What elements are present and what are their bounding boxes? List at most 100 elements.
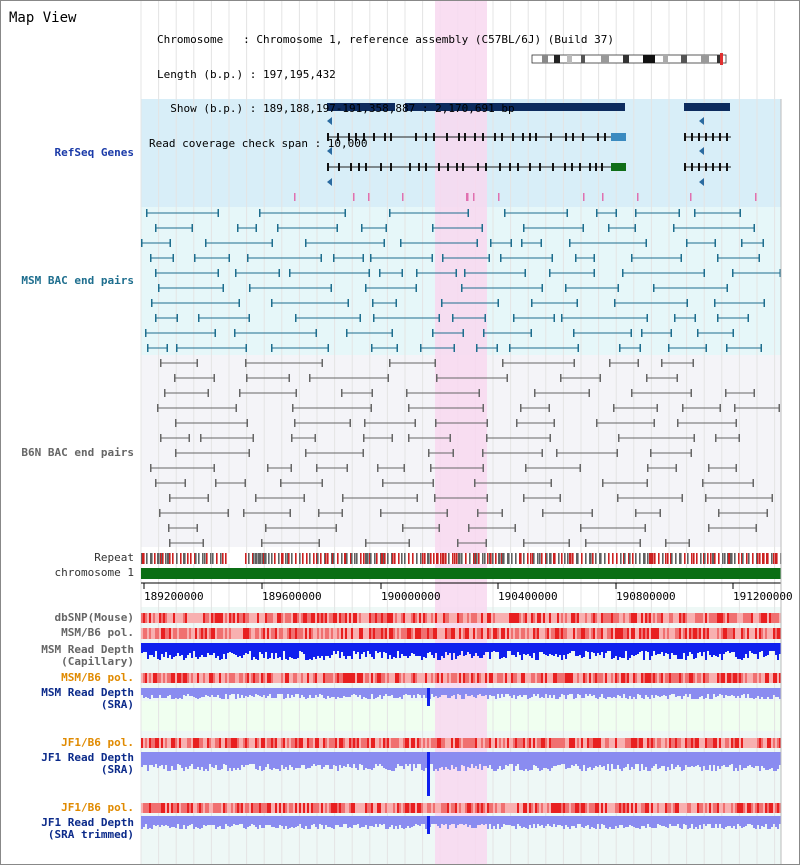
read-depth-bar	[329, 816, 331, 827]
polymorphism-bar	[531, 803, 533, 813]
read-depth-bar	[499, 643, 501, 659]
polymorphism-bar	[287, 673, 289, 683]
read-depth-bar	[381, 643, 383, 658]
read-depth-bar	[775, 752, 777, 771]
read-depth-bar	[487, 816, 489, 829]
read-depth-bar	[705, 643, 707, 660]
read-depth-bar	[523, 643, 525, 654]
polymorphism-bar	[219, 613, 221, 623]
polymorphism-bar	[141, 738, 143, 748]
polymorphism-bar	[537, 803, 539, 813]
polymorphism-bar	[667, 803, 669, 813]
repeat-element	[380, 553, 382, 564]
polymorphism-bar	[413, 613, 415, 623]
read-depth-bar	[443, 688, 445, 695]
polymorphism-bar	[431, 628, 433, 639]
read-depth-bar	[541, 752, 543, 770]
polymorphism-bar	[325, 613, 327, 623]
polymorphism-bar	[145, 673, 147, 683]
polymorphism-bar	[711, 738, 713, 748]
bac-end	[613, 404, 615, 412]
read-depth-bar	[551, 816, 553, 827]
read-depth-bar	[301, 643, 303, 652]
polymorphism-bar	[433, 613, 435, 623]
repeat-element	[458, 553, 460, 564]
read-depth-bar	[527, 816, 529, 829]
read-depth-bar	[669, 643, 671, 659]
polymorphism-bar	[153, 673, 155, 683]
read-depth-bar	[225, 816, 227, 824]
read-depth-bar	[529, 752, 531, 770]
bac-end	[486, 419, 488, 427]
read-depth-bar	[587, 643, 589, 652]
read-depth-bar	[667, 688, 669, 699]
gene-exon	[355, 133, 357, 141]
polymorphism-bar	[763, 673, 765, 683]
bac-end	[559, 494, 561, 502]
polymorphism-bar	[299, 738, 301, 748]
repeat-element	[507, 553, 509, 564]
polymorphism-bar	[599, 673, 601, 683]
read-depth-bar	[733, 752, 735, 771]
read-depth-bar	[237, 752, 239, 768]
read-depth-bar	[599, 643, 601, 655]
polymorphism-bar	[755, 628, 757, 639]
polymorphism-bar	[271, 738, 273, 748]
read-depth-bar	[477, 688, 479, 695]
polymorphism-bar	[195, 613, 197, 623]
read-depth-bar	[499, 688, 501, 698]
bac-end	[534, 389, 536, 397]
read-depth-bar	[349, 688, 351, 697]
read-depth-bar	[277, 752, 279, 769]
read-depth-bar	[377, 643, 379, 653]
read-depth-bar	[237, 688, 239, 694]
axis-tick-label: 189600000	[262, 590, 322, 603]
bac-end	[188, 434, 190, 442]
polymorphism-bar	[581, 628, 583, 639]
polymorphism-bar	[153, 803, 155, 813]
read-depth-bar	[727, 688, 729, 696]
polymorphism-bar	[363, 613, 365, 623]
repeat-element	[356, 553, 358, 564]
read-depth-bar	[319, 688, 321, 694]
polymorphism-bar	[537, 628, 539, 639]
polymorphism-bar	[673, 628, 675, 639]
polymorphism-bar	[563, 738, 565, 748]
read-depth-bar	[491, 752, 493, 769]
polymorphism-bar	[401, 628, 403, 639]
repeat-element	[420, 553, 422, 564]
polymorphism-bar	[715, 673, 717, 683]
bac-end	[160, 359, 162, 367]
repeat-element	[387, 553, 389, 564]
read-depth-bar	[669, 688, 671, 695]
bac-end	[549, 434, 551, 442]
read-depth-bar	[159, 816, 161, 827]
read-depth-bar	[201, 816, 203, 828]
polymorphism-bar	[569, 738, 571, 748]
polymorphism-bar	[531, 738, 533, 748]
read-depth-bar	[679, 688, 681, 696]
repeat-element	[629, 553, 631, 564]
polymorphism-bar	[645, 803, 647, 813]
polymorphism-bar	[585, 628, 587, 639]
polymorphism-bar	[415, 628, 417, 639]
polymorphism-bar	[355, 803, 357, 813]
polymorphism-bar	[461, 613, 463, 623]
read-depth-bar	[333, 688, 335, 697]
repeat-element	[452, 553, 454, 564]
read-depth-bar	[181, 816, 183, 829]
read-depth-bar	[471, 643, 473, 658]
read-depth-bar	[631, 688, 633, 699]
bac-end	[637, 359, 639, 367]
repeat-element	[160, 553, 162, 564]
read-depth-bar	[623, 688, 625, 694]
polymorphism-bar	[457, 738, 459, 748]
read-depth-bar	[225, 752, 227, 765]
read-depth-bar	[165, 688, 167, 698]
polymorphism-bar	[643, 803, 645, 813]
bac-end	[145, 329, 147, 337]
read-depth-bar	[451, 643, 453, 660]
bac-end	[653, 284, 655, 292]
polymorphism-bar	[411, 628, 413, 639]
polymorphism-bar	[335, 628, 337, 639]
